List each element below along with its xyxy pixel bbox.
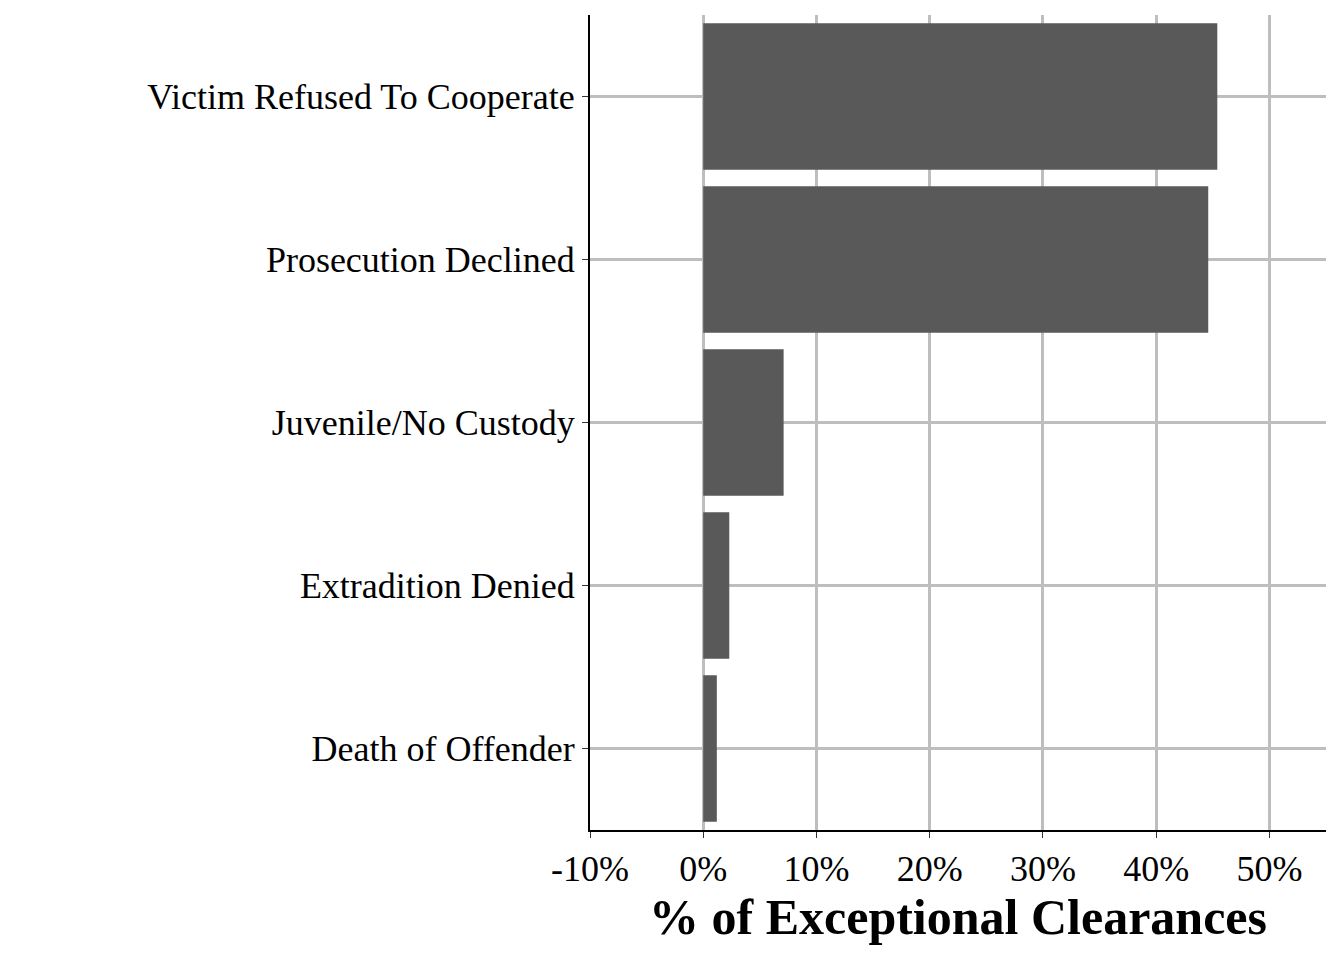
svg-text:-10%: -10%: [551, 849, 629, 889]
svg-text:Death of Offender: Death of Offender: [312, 729, 575, 769]
svg-text:% of Exceptional Clearances: % of Exceptional Clearances: [649, 889, 1267, 945]
svg-text:Extradition Denied: Extradition Denied: [300, 566, 575, 606]
svg-text:Prosecution Declined: Prosecution Declined: [266, 240, 575, 280]
svg-text:Victim Refused To Cooperate: Victim Refused To Cooperate: [147, 77, 575, 117]
svg-text:30%: 30%: [1010, 849, 1076, 889]
svg-text:0%: 0%: [679, 849, 727, 889]
svg-text:40%: 40%: [1123, 849, 1189, 889]
svg-text:10%: 10%: [783, 849, 849, 889]
svg-text:20%: 20%: [897, 849, 963, 889]
svg-text:50%: 50%: [1236, 849, 1302, 889]
svg-text:Juvenile/No Custody: Juvenile/No Custody: [272, 403, 575, 443]
